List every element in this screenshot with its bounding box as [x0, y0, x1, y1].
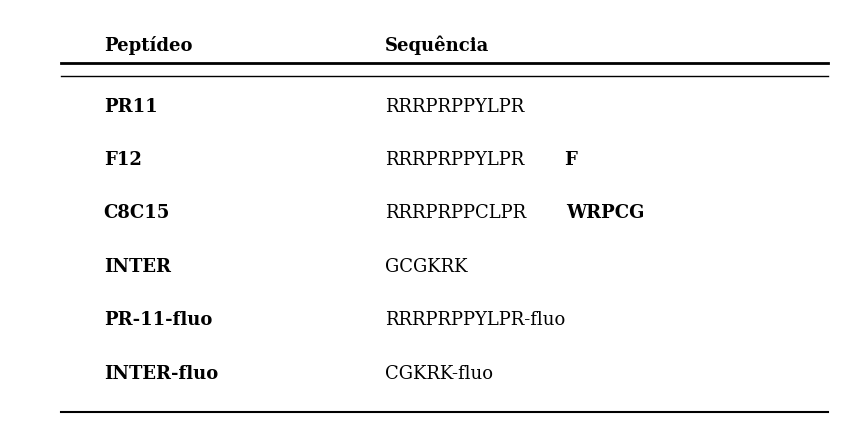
- Text: GCGKRK: GCGKRK: [385, 258, 468, 276]
- Text: PR11: PR11: [103, 98, 157, 116]
- Text: INTER: INTER: [103, 258, 171, 276]
- Text: RRRPRPPYLPR-fluo: RRRPRPPYLPR-fluo: [385, 311, 565, 329]
- Text: Peptídeo: Peptídeo: [103, 36, 192, 55]
- Text: Sequência: Sequência: [385, 36, 489, 55]
- Text: WRPCG: WRPCG: [566, 204, 645, 222]
- Text: RRRPRPPYLPR: RRRPRPPYLPR: [385, 98, 524, 116]
- Text: CGKRK-fluo: CGKRK-fluo: [385, 365, 492, 383]
- Text: RRRPRPPCLPR: RRRPRPPCLPR: [385, 204, 526, 222]
- Text: PR-11-fluo: PR-11-fluo: [103, 311, 212, 329]
- Text: RRRPRPPYLPR: RRRPRPPYLPR: [385, 151, 524, 169]
- Text: F12: F12: [103, 151, 142, 169]
- Text: INTER-fluo: INTER-fluo: [103, 365, 218, 383]
- Text: F: F: [564, 151, 577, 169]
- Text: C8C15: C8C15: [103, 204, 170, 222]
